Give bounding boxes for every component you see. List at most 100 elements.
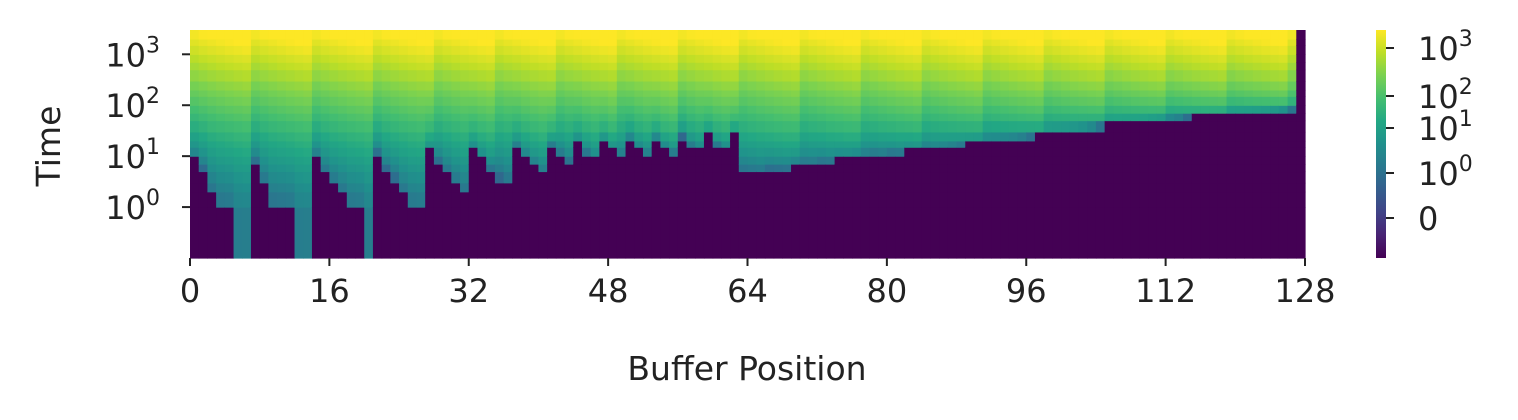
heatmap-cell: [1017, 207, 1027, 259]
heatmap-cell: [233, 62, 243, 71]
heatmap-cell: [355, 164, 365, 173]
heatmap-cell: [1026, 38, 1036, 46]
heatmap-cell: [860, 171, 871, 184]
heatmap-cell: [433, 207, 444, 259]
heatmap-cell: [381, 45, 391, 55]
heatmap-cell: [1165, 140, 1175, 148]
heatmap-cell: [634, 30, 644, 40]
heatmap-cell: [608, 89, 618, 97]
heatmap-cell: [616, 69, 627, 82]
heatmap-cell: [503, 191, 513, 208]
heatmap-cell: [1183, 38, 1193, 46]
heatmap-cell: [1139, 54, 1149, 63]
heatmap-cell: [477, 164, 487, 173]
heatmap-cell: [1200, 69, 1210, 82]
heatmap-cell: [198, 207, 209, 259]
heatmap-cell: [1261, 147, 1271, 157]
heatmap-cell: [1217, 80, 1228, 91]
heatmap-cell: [521, 113, 531, 122]
heatmap-cell: [1078, 156, 1088, 165]
heatmap-cell: [512, 140, 522, 148]
heatmap-cell: [695, 207, 705, 259]
heatmap-cell: [259, 80, 269, 91]
heatmap-cell: [1008, 62, 1019, 71]
heatmap-cell: [921, 191, 932, 208]
heatmap-cell: [956, 38, 966, 46]
heatmap-cell: [1278, 62, 1289, 71]
heatmap-cell: [1270, 164, 1280, 173]
heatmap-cell: [738, 147, 749, 157]
heatmap-cell: [512, 147, 522, 157]
heatmap-cell: [311, 120, 322, 133]
heatmap-cell: [494, 105, 505, 114]
heatmap-cell: [486, 120, 496, 133]
heatmap-cell: [399, 45, 409, 55]
heatmap-cell: [869, 113, 879, 122]
heatmap-cell: [416, 96, 426, 106]
heatmap-cell: [660, 156, 670, 165]
heatmap-cell: [1296, 38, 1306, 46]
heatmap-cell: [346, 156, 357, 165]
heatmap-cell: [1026, 171, 1036, 184]
heatmap-cell: [1122, 45, 1132, 55]
heatmap-cell: [416, 120, 426, 133]
heatmap-cell: [991, 207, 1001, 259]
heatmap-cell: [782, 69, 792, 82]
heatmap-cell: [913, 191, 923, 208]
heatmap-cell: [494, 207, 505, 259]
heatmap-cell: [1235, 131, 1245, 142]
heatmap-cell: [285, 171, 296, 184]
heatmap-cell: [634, 131, 644, 142]
heatmap-cell: [1008, 45, 1019, 55]
heatmap-cell: [494, 38, 505, 46]
heatmap-cell: [843, 69, 853, 82]
heatmap-cell: [625, 113, 635, 122]
heatmap-cell: [190, 171, 200, 184]
heatmap-cell: [250, 191, 261, 208]
heatmap-cell: [1287, 105, 1297, 114]
heatmap-cell: [233, 30, 243, 40]
heatmap-cell: [521, 171, 531, 184]
heatmap-cell: [642, 147, 653, 157]
heatmap-cell: [1122, 54, 1132, 63]
heatmap-cell: [503, 96, 513, 106]
heatmap-cell: [1226, 38, 1236, 46]
heatmap-cell: [1261, 207, 1271, 259]
heatmap-cell: [303, 69, 313, 82]
heatmap-cell: [1008, 80, 1019, 91]
heatmap-cell: [503, 182, 513, 193]
heatmap-cell: [207, 140, 217, 148]
heatmap-cell: [285, 140, 296, 148]
heatmap-cell: [660, 96, 670, 106]
heatmap-cell: [1183, 164, 1193, 173]
heatmap-cell: [947, 182, 958, 193]
heatmap-cell: [1043, 54, 1053, 63]
heatmap-cell: [686, 140, 696, 148]
heatmap-cell: [721, 171, 731, 184]
heatmap-cell: [599, 96, 609, 106]
heatmap-cell: [190, 156, 200, 165]
heatmap-cell: [425, 147, 435, 157]
heatmap-cell: [564, 30, 574, 40]
heatmap-cell: [895, 131, 905, 142]
heatmap-cell: [233, 80, 243, 91]
heatmap-cell: [381, 120, 391, 133]
heatmap-cell: [1043, 113, 1053, 122]
heatmap-cell: [268, 171, 278, 184]
heatmap-cell: [1174, 171, 1184, 184]
heatmap-cell: [503, 120, 513, 133]
heatmap-cell: [503, 80, 513, 91]
heatmap-cell: [642, 38, 653, 46]
heatmap-cell: [799, 38, 810, 46]
heatmap-cell: [791, 89, 801, 97]
heatmap-cell: [338, 96, 348, 106]
heatmap-cell: [547, 120, 557, 133]
heatmap-cell: [808, 105, 818, 114]
heatmap-cell: [346, 140, 357, 148]
heatmap-cell: [190, 54, 200, 63]
heatmap-cell: [1017, 80, 1027, 91]
heatmap-cell: [1113, 120, 1123, 133]
heatmap-cell: [869, 147, 879, 157]
heatmap-cell: [407, 191, 418, 208]
heatmap-cell: [1174, 89, 1184, 97]
